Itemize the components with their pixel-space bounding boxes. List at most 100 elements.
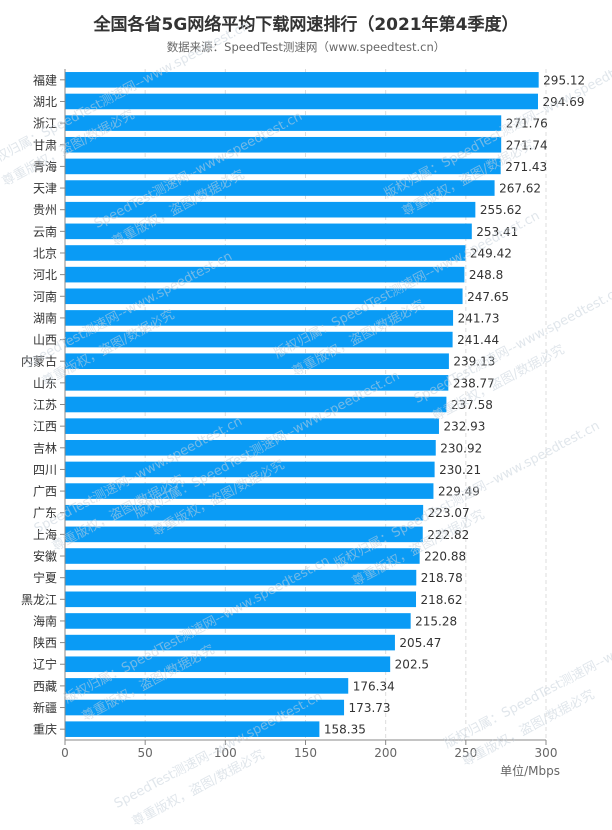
category-label: 湖南 (33, 310, 57, 325)
category-label: 福建 (33, 72, 57, 87)
bar (65, 504, 424, 521)
category-label: 贵州 (33, 203, 57, 217)
value-label: 238.77 (453, 376, 495, 390)
bar (65, 418, 439, 434)
category-label: 甘肃 (33, 138, 57, 152)
bar (65, 483, 434, 499)
bar (65, 569, 417, 586)
value-label: 247.65 (467, 290, 509, 304)
bar (65, 721, 320, 737)
unit-label: 单位/Mbps (500, 763, 560, 778)
category-label: 云南 (33, 224, 57, 239)
value-label: 232.93 (443, 420, 485, 434)
bar (65, 93, 538, 110)
value-label: 158.35 (324, 723, 366, 737)
bar (65, 353, 449, 370)
bar (65, 136, 502, 153)
category-label: 广西 (33, 485, 57, 499)
value-label: 241.73 (458, 311, 500, 325)
bar (65, 548, 420, 564)
category-label: 浙江 (33, 117, 57, 131)
bar (65, 266, 465, 283)
value-label: 241.44 (457, 333, 499, 347)
value-label: 223.07 (428, 506, 470, 520)
category-label: 重庆 (33, 723, 57, 737)
bar (65, 288, 463, 305)
bar (65, 201, 476, 218)
value-label: 295.12 (543, 73, 585, 87)
chart-subtitle: 数据来源：SpeedTest测速网（www.speedtest.cn） (166, 40, 446, 54)
category-label: 青海 (33, 159, 57, 174)
category-label: 山西 (33, 333, 57, 347)
value-label: 239.13 (453, 355, 495, 369)
bar (65, 461, 435, 478)
bar (65, 699, 345, 716)
category-label: 山东 (33, 376, 57, 390)
category-label: 天津 (33, 182, 57, 196)
bar (65, 375, 449, 391)
x-tick-label: 50 (138, 746, 153, 760)
value-label: 255.62 (480, 203, 522, 217)
category-label: 新疆 (33, 700, 57, 715)
value-label: 173.73 (349, 701, 391, 715)
category-label: 安徽 (33, 549, 57, 564)
category-label: 西藏 (33, 679, 57, 693)
value-label: 230.21 (439, 463, 481, 477)
value-label: 271.43 (505, 160, 547, 174)
bar (65, 439, 436, 456)
value-label: 230.92 (440, 441, 482, 455)
value-label: 267.62 (499, 182, 541, 196)
x-tick-label: 300 (535, 746, 558, 760)
category-label: 陕西 (33, 635, 57, 650)
category-label: 江西 (33, 420, 57, 434)
bar (65, 613, 411, 629)
bar (65, 310, 454, 326)
bar (65, 331, 453, 348)
value-label: 271.74 (506, 138, 548, 152)
bar (65, 678, 349, 694)
bar (65, 72, 539, 88)
category-label: 吉林 (33, 441, 57, 455)
value-label: 222.82 (427, 528, 469, 542)
category-label: 黑龙江 (21, 593, 57, 607)
bar (65, 656, 391, 673)
category-label: 湖北 (33, 94, 57, 109)
bar (65, 180, 495, 196)
bar (65, 223, 472, 240)
category-label: 辽宁 (33, 657, 57, 672)
value-label: 176.34 (353, 679, 395, 693)
value-label: 248.8 (469, 268, 503, 282)
x-tick-label: 200 (374, 746, 397, 760)
bar (65, 245, 466, 261)
value-label: 237.58 (451, 398, 493, 412)
bar (65, 526, 423, 543)
value-label: 218.62 (421, 593, 463, 607)
category-label: 北京 (33, 246, 57, 260)
value-label: 294.69 (542, 95, 584, 109)
category-label: 河北 (33, 268, 57, 282)
chart-title: 全国各省5G网络平均下载网速排行（2021年第4季度） (93, 15, 519, 35)
x-tick-label: 100 (214, 746, 237, 760)
category-label: 宁夏 (33, 570, 57, 585)
value-label: 253.41 (476, 225, 518, 239)
category-label: 内蒙古 (21, 354, 57, 369)
category-label: 上海 (33, 527, 57, 542)
bar (65, 396, 447, 413)
x-tick-label: 250 (454, 746, 477, 760)
bar (65, 634, 395, 651)
value-label: 271.76 (506, 117, 548, 131)
value-label: 249.42 (470, 246, 512, 260)
category-label: 江苏 (33, 398, 57, 412)
category-label: 广东 (33, 506, 57, 520)
x-tick-label: 0 (61, 746, 69, 760)
category-label: 四川 (33, 463, 57, 477)
bar (65, 158, 501, 175)
x-tick-label: 150 (294, 746, 317, 760)
value-label: 218.78 (421, 571, 463, 585)
category-label: 海南 (33, 613, 57, 628)
value-label: 202.5 (395, 658, 429, 672)
bar (65, 591, 417, 608)
category-label: 河南 (33, 289, 57, 304)
value-label: 215.28 (415, 614, 457, 628)
